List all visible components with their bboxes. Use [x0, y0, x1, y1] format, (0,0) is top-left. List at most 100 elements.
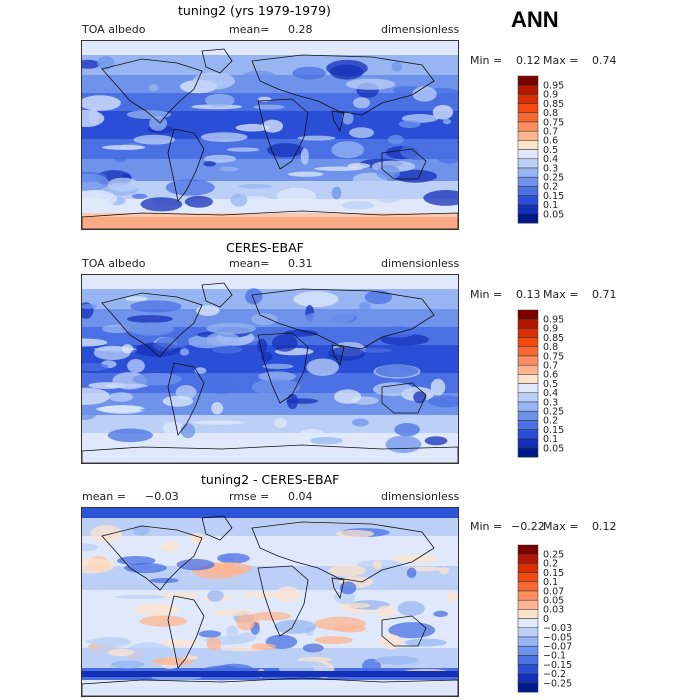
colorbar-box	[517, 346, 539, 357]
colorbar-tick-label: 0.95	[543, 81, 564, 92]
panel-3-units-label: dimensionless	[381, 490, 460, 503]
field-contour-patch	[288, 171, 324, 177]
colorbar-box	[517, 581, 539, 592]
panel-3-mean-value: −0.03	[145, 490, 179, 503]
panel-3-title: tuning2 - CERES-EBAF	[201, 472, 340, 487]
panel-1-map-field	[82, 41, 458, 229]
field-contour-patch	[121, 324, 172, 333]
colorbar-box	[517, 563, 539, 573]
field-contour-patch	[151, 657, 195, 666]
panel-2-min-label: Min =	[470, 288, 503, 301]
field-contour-patch	[132, 373, 183, 386]
field-contour-patch	[88, 108, 99, 127]
field-contour-patch	[375, 191, 402, 203]
panel-1-max-label: Max =	[543, 54, 579, 67]
coastline	[381, 382, 427, 414]
panel-3-mean-label: mean =	[82, 490, 126, 503]
field-contour-patch	[330, 64, 364, 80]
field-contour-patch	[238, 184, 272, 189]
colorbar-tick-label: −0.25	[543, 678, 572, 689]
latitude-band	[82, 433, 458, 447]
coastline	[331, 110, 345, 133]
colorbar-box	[517, 682, 539, 693]
colorbar-box	[517, 204, 539, 215]
coastline	[251, 288, 435, 350]
panel-1-map	[81, 40, 459, 230]
field-contour-patch	[242, 70, 276, 82]
colorbar-tick-label: 0.15	[543, 191, 564, 202]
field-contour-patch	[93, 345, 131, 361]
colorbar-tick-label: 0.1	[543, 577, 558, 588]
panel-3-max-value: 0.12	[592, 520, 617, 533]
panel-1-mean-value: 0.28	[288, 23, 313, 36]
coastline	[167, 362, 205, 436]
colorbar-tick-label: 0.05	[543, 596, 564, 607]
field-contour-patch	[108, 648, 134, 657]
field-contour-patch	[107, 177, 139, 192]
field-contour-patch	[211, 402, 224, 415]
antarctic-high-albedo	[82, 217, 458, 229]
field-contour-patch	[82, 543, 99, 552]
field-contour-patch	[130, 300, 182, 313]
coastline	[257, 332, 309, 404]
field-contour-patch	[101, 144, 146, 150]
field-contour-patch	[180, 423, 196, 439]
colorbar-box	[517, 553, 539, 564]
colorbar-box	[517, 655, 539, 665]
field-contour-patch	[398, 120, 421, 128]
field-contour-patch	[113, 153, 128, 163]
panel-2-map	[81, 274, 459, 464]
field-contour-patch	[162, 395, 194, 407]
field-contour-patch	[433, 610, 448, 617]
field-contour-patch	[297, 656, 332, 663]
field-contour-patch	[385, 435, 422, 453]
colorbar-box	[517, 318, 539, 329]
colorbar-box	[517, 328, 539, 338]
field-contour-patch	[345, 78, 396, 90]
field-contour-patch	[432, 105, 454, 120]
field-contour-patch	[251, 643, 276, 650]
coastline	[251, 521, 435, 583]
colorbar-box	[517, 420, 539, 430]
coastline	[82, 210, 458, 229]
colorbar-tick-label: 0.1	[543, 434, 558, 445]
colorbar-tick-label: −0.03	[543, 623, 572, 634]
field-contour-patch	[205, 93, 235, 107]
colorbar-tick-label: 0.03	[543, 605, 564, 616]
panel-3-min-value: −0.22	[511, 520, 545, 533]
colorbar-tick-label: 0.85	[543, 333, 564, 344]
panel-2-title: CERES-EBAF	[226, 240, 304, 255]
field-contour-patch	[192, 72, 236, 90]
coastline	[331, 577, 345, 600]
colorbar-tick-label: 0.75	[543, 117, 564, 128]
colorbar-tick-label: 0.4	[543, 154, 558, 165]
field-contour-patch	[274, 619, 316, 634]
field-contour-patch	[206, 332, 240, 347]
coastline	[331, 344, 345, 367]
panel-1-min-label: Min =	[470, 54, 503, 67]
colorbar-tick-label: −0.2	[543, 669, 566, 680]
colorbar-box	[517, 158, 539, 169]
field-contour-patch	[191, 104, 243, 110]
colorbar-tick-label: 0.8	[543, 342, 558, 353]
field-contour-patch	[391, 554, 440, 563]
colorbar-box	[517, 673, 539, 684]
field-contour-patch	[276, 187, 317, 206]
field-contour-patch	[127, 359, 145, 373]
field-contour-patch	[376, 165, 400, 180]
field-contour-patch	[342, 112, 354, 125]
field-contour-patch	[359, 301, 371, 313]
colorbar-box	[517, 213, 539, 224]
colorbar-box	[517, 149, 539, 160]
colorbar-tick-label: 0.1	[543, 200, 558, 211]
colorbar-tick-label: 0.05	[543, 443, 564, 454]
colorbar-box	[517, 337, 539, 348]
field-contour-patch	[274, 418, 288, 428]
colorbar-box	[517, 401, 539, 412]
colorbar-box	[517, 636, 539, 647]
colorbar-tick-label: 0.2	[543, 559, 558, 570]
field-contour-patch	[380, 634, 402, 650]
field-contour-patch	[196, 305, 220, 316]
colorbar-tick-label: 0	[543, 614, 549, 625]
coastline	[82, 444, 458, 463]
